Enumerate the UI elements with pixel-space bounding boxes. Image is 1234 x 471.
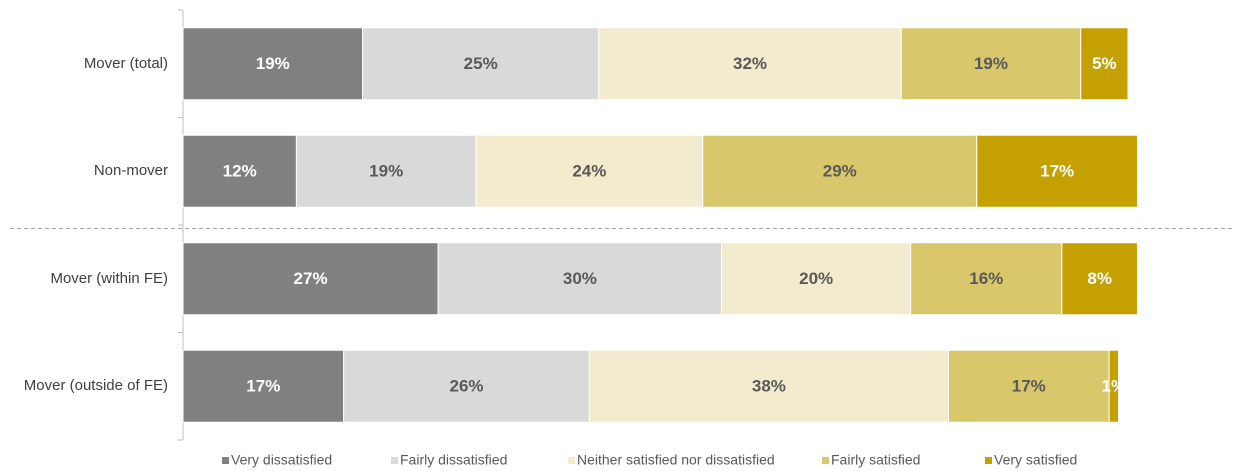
bar-segment bbox=[598, 27, 902, 101]
category-label: Mover (total) bbox=[83, 54, 168, 72]
data-label: 5% bbox=[1092, 54, 1117, 73]
data-label: 17% bbox=[246, 377, 280, 396]
bar-segment bbox=[182, 242, 439, 316]
data-label: 32% bbox=[733, 54, 767, 73]
data-label: 16% bbox=[969, 269, 1003, 288]
data-label: 26% bbox=[449, 377, 483, 396]
legend-label: Very satisfied bbox=[994, 452, 1077, 468]
bar-segment bbox=[910, 242, 1063, 316]
legend-label: Fairly dissatisfied bbox=[400, 452, 507, 468]
bar-segment bbox=[362, 27, 600, 101]
bar-segment bbox=[295, 134, 477, 208]
bar-segment bbox=[976, 134, 1138, 208]
data-label: 38% bbox=[752, 377, 786, 396]
bar-segment bbox=[1061, 242, 1138, 316]
data-label: 1% bbox=[1102, 377, 1127, 396]
bar-segment bbox=[343, 349, 590, 423]
bar-segment bbox=[182, 134, 297, 208]
data-label: 27% bbox=[294, 269, 328, 288]
data-label: 30% bbox=[563, 269, 597, 288]
data-label: 12% bbox=[223, 162, 257, 181]
bar-segment bbox=[475, 134, 704, 208]
legend-marker bbox=[391, 457, 398, 464]
data-label: 19% bbox=[256, 54, 290, 73]
data-label: 29% bbox=[823, 162, 857, 181]
data-label: 25% bbox=[464, 54, 498, 73]
data-label: 19% bbox=[369, 162, 403, 181]
data-label: 24% bbox=[572, 162, 606, 181]
legend-label: Very dissatisfied bbox=[231, 452, 332, 468]
data-label: 19% bbox=[974, 54, 1008, 73]
legend-label: Neither satisfied nor dissatisfied bbox=[577, 452, 775, 468]
bar-segment bbox=[947, 349, 1110, 423]
category-label: Mover (outside of FE) bbox=[23, 377, 168, 395]
legend-label: Fairly satisfied bbox=[831, 452, 920, 468]
bar-segment bbox=[721, 242, 912, 316]
legend-marker bbox=[985, 457, 992, 464]
bar-segment bbox=[1080, 27, 1129, 101]
bar-segment bbox=[900, 27, 1082, 101]
legend-marker bbox=[568, 457, 575, 464]
bar-segment bbox=[588, 349, 949, 423]
bar-segment bbox=[437, 242, 723, 316]
category-label: Non-mover bbox=[93, 162, 168, 180]
bar-segment bbox=[1108, 349, 1120, 423]
data-label: 17% bbox=[1040, 162, 1074, 181]
bar-segment bbox=[182, 349, 345, 423]
data-label: 17% bbox=[1012, 377, 1046, 396]
category-label: Mover (within FE) bbox=[50, 269, 168, 287]
data-label: 20% bbox=[799, 269, 833, 288]
data-label: 8% bbox=[1087, 269, 1112, 288]
legend-marker bbox=[222, 457, 229, 464]
legend-marker bbox=[822, 457, 829, 464]
